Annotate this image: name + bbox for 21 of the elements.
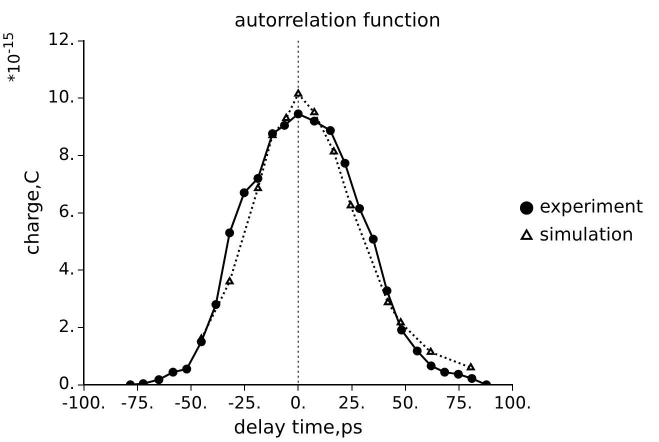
x-tick-label: -75. [120,393,154,414]
y-tick-label: 6. [58,202,75,222]
x-tick-label: 100. [494,393,532,414]
x-axis-title: delay time,ps [234,416,363,439]
legend-label: simulation [540,224,634,246]
y-axis-title: charge,C [21,170,44,256]
y-tick-label: 8. [58,144,75,165]
legend-label: experiment [540,196,644,218]
x-tick-label: -25. [228,393,262,414]
y-tick-label: 2. [58,316,75,337]
x-tick-label: -100. [62,393,106,414]
chart-title: autorrelation function [234,9,441,32]
x-tick-label: 25. [338,393,366,414]
y-tick-label: 10. [48,88,75,108]
x-tick-label: 50. [392,393,419,414]
y-tick-label: 12. [48,30,75,50]
y-tick-label: 4. [58,260,75,280]
x-tick-label: 75. [445,393,473,414]
x-tick-label: -50. [174,393,208,414]
y-tick-label: 0. [58,374,75,394]
x-tick-label: 0. [290,393,306,414]
